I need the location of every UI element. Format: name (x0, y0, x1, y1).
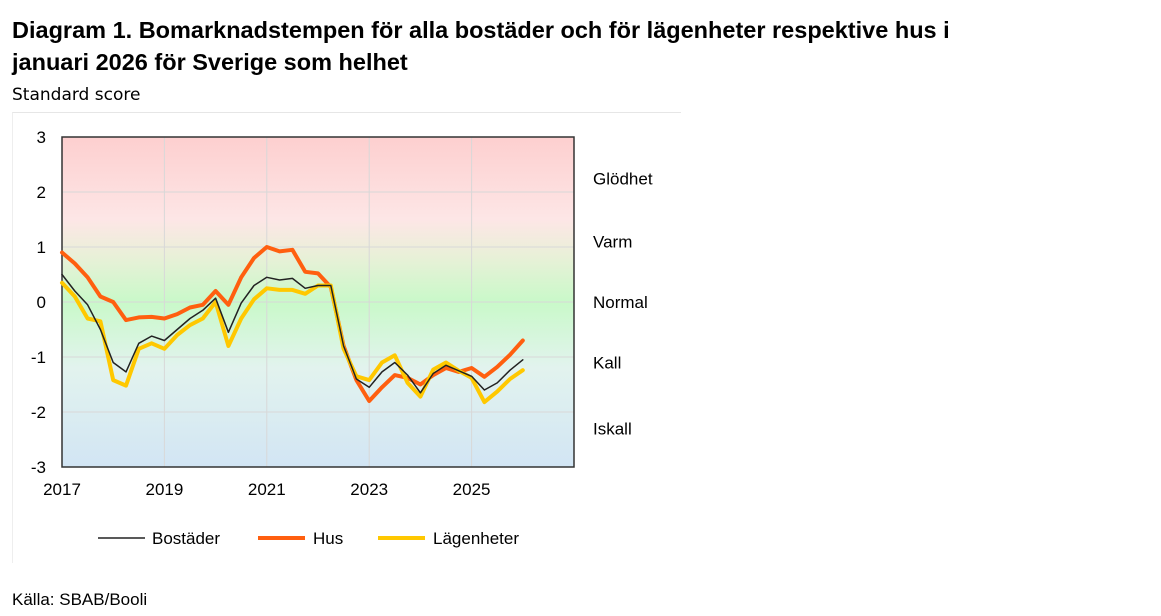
x-tick-label: 2023 (350, 480, 388, 499)
zone-label: Varm (593, 233, 632, 252)
zone-label: Kall (593, 354, 621, 373)
y-axis-unit-label: Standard score (12, 85, 141, 105)
y-tick-label: 3 (37, 128, 46, 147)
legend-label: Lägenheter (433, 529, 519, 548)
chart-panel (12, 112, 681, 563)
legend-label: Bostäder (152, 529, 220, 548)
source-note: Källa: SBAB/Booli (12, 590, 148, 609)
series-line-lägenheter (60, 280, 525, 405)
y-tick-label: 0 (37, 293, 46, 312)
y-tick-label: -3 (31, 458, 46, 477)
zone-label: Normal (593, 293, 648, 312)
zone-label: Iskall (593, 420, 632, 439)
chart-title: Diagram 1. Bomarknadstempen för alla bos… (12, 14, 1161, 78)
legend-label: Hus (313, 529, 343, 548)
chart-title-line-2: januari 2026 för Sverige som helhet (12, 49, 408, 75)
x-tick-label: 2019 (145, 480, 183, 499)
series-line-bostäder (61, 273, 524, 394)
chart-title-line-1: Diagram 1. Bomarknadstempen för alla bos… (12, 17, 950, 43)
zone-label: Glödhet (593, 169, 653, 188)
y-tick-label: -2 (31, 403, 46, 422)
y-tick-label: -1 (31, 348, 46, 367)
x-tick-label: 2025 (453, 480, 491, 499)
series-line-hus (60, 245, 525, 403)
x-tick-label: 2017 (43, 480, 81, 499)
y-tick-label: 2 (37, 183, 46, 202)
x-tick-label: 2021 (248, 480, 286, 499)
y-tick-label: 1 (37, 238, 46, 257)
plot-area-border (61, 136, 575, 468)
